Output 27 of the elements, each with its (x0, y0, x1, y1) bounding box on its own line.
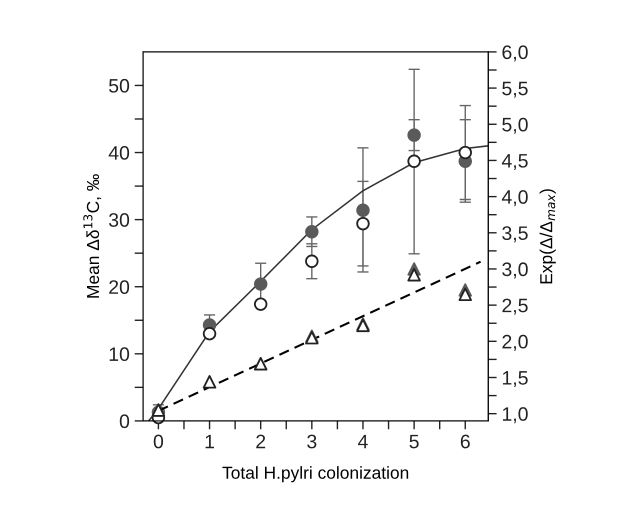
x-tick-label: 1 (206, 434, 214, 448)
y-axis-title: Mean Δδ$^{13}$C, ‰ (83, 174, 102, 298)
x-tick-label: 5 (409, 434, 419, 448)
y2-tick-label: 5,0 (502, 118, 528, 134)
y-tick-label: 0 (120, 414, 130, 428)
y2-tick-label: 6,0 (502, 45, 528, 62)
y-tick-label: 10 (110, 347, 130, 362)
x-axis-title: Total H.pylri colonization (222, 466, 408, 482)
y2-tick-label: 5,5 (502, 82, 528, 98)
x-tick-label: 4 (358, 434, 368, 448)
y2-tick-label: 3,5 (502, 226, 528, 242)
y2-tick-label: 2,0 (502, 334, 528, 351)
x-tick-label: 0 (154, 434, 164, 448)
x-tick-label: 6 (460, 434, 470, 448)
y2-tick-label: 2,5 (502, 298, 528, 315)
y-tick-label: 50 (109, 78, 130, 93)
y2-tick-label: 4,5 (502, 154, 528, 170)
y2-tick-label: 3,0 (502, 262, 528, 278)
y2-tick-label: 4,0 (502, 190, 528, 206)
x-tick-label: 2 (256, 434, 266, 448)
y-tick-label: 40 (108, 146, 130, 160)
y2-tick-label: 1,5 (502, 371, 528, 388)
y2-tick-label: 1,0 (502, 407, 528, 424)
y-tick-label: 20 (109, 280, 130, 294)
y2-axis-title: Exp(Δ/Δ$_{max}$) (540, 189, 556, 284)
y-tick-label: 30 (108, 213, 130, 227)
x-tick-label: 3 (307, 434, 316, 448)
